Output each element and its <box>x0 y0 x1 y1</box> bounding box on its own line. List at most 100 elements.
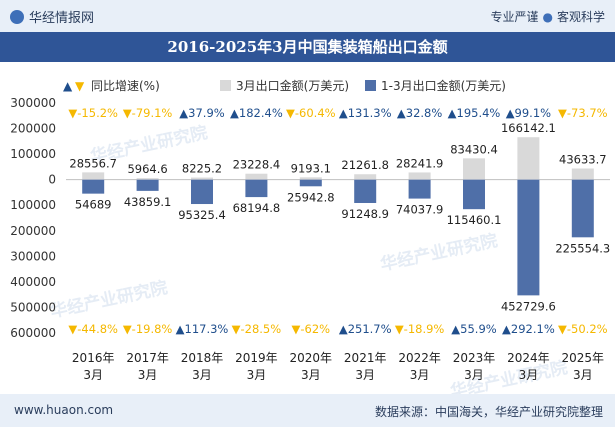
bar-cumulative <box>136 179 159 191</box>
yoy-label-cumulative: ▼-18.9% <box>395 322 445 336</box>
bar-monthly <box>354 174 377 180</box>
top-bar: 华经情报网 专业严谨 ● 客观科学 <box>0 0 615 32</box>
yoy-up-icon: ▲ <box>502 322 511 336</box>
bar-monthly <box>408 172 431 180</box>
bar-monthly <box>571 168 594 180</box>
x-tick-label-year: 2023年 <box>453 351 496 365</box>
x-tick-label-year: 2018年 <box>181 351 224 365</box>
x-tick-label-year: 2024年 <box>507 351 550 365</box>
legend-monthly-label: 3月出口金额(万美元) <box>236 78 349 93</box>
data-label-cumulative: 95325.4 <box>178 208 226 222</box>
yoy-label-monthly: ▼-73.7% <box>558 106 608 120</box>
bar-cumulative <box>82 179 105 194</box>
data-label-cumulative: 43859.1 <box>124 195 172 209</box>
legend-cumulative-label: 1-3月出口金额(万美元) <box>381 78 506 93</box>
y-tick-label: 300000 <box>10 96 56 110</box>
footer-url: www.huaon.com <box>14 403 114 417</box>
watermark-1: 华经产业研究院 <box>378 230 499 275</box>
yoy-value: -28.5% <box>240 322 281 336</box>
data-label-monthly: 28241.9 <box>396 156 444 170</box>
x-tick-label-year: 2022年 <box>398 351 441 365</box>
footer: www.huaon.com 数据来源：中国海关，华经产业研究院整理 <box>0 394 615 427</box>
y-tick-label: 400000 <box>10 275 56 289</box>
yoy-label-cumulative: ▼-19.8% <box>123 322 173 336</box>
yoy-down-icon: ▼ <box>68 106 77 120</box>
data-label-cumulative: 452729.6 <box>501 299 556 313</box>
yoy-label-cumulative: ▲292.1% <box>502 322 555 336</box>
yoy-up-icon: ▲ <box>397 106 406 120</box>
yoy-value: 131.3% <box>348 106 392 120</box>
x-tick-label-month: 3月 <box>138 368 158 382</box>
footer-source: 数据来源：中国海关，华经产业研究院整理 <box>374 405 603 419</box>
yoy-value: 251.7% <box>348 322 392 336</box>
bar-monthly <box>82 172 105 180</box>
data-label-monthly: 43633.7 <box>559 153 607 167</box>
yoy-up-icon: ▲ <box>339 322 348 336</box>
y-tick-label: 100000 <box>10 198 56 212</box>
yoy-label-monthly: ▼-15.2% <box>68 106 118 120</box>
data-label-cumulative: 225554.3 <box>555 241 610 255</box>
x-tick-label-month: 3月 <box>410 368 430 382</box>
bullet-icon: ● <box>542 10 553 24</box>
yoy-label-monthly: ▲131.3% <box>339 106 392 120</box>
yoy-down-icon: ▼ <box>558 106 567 120</box>
yoy-up-icon: ▲ <box>230 106 239 120</box>
yoy-value: 37.9% <box>188 106 225 120</box>
slogan-left: 专业严谨 <box>490 10 539 24</box>
yoy-value: 117.3% <box>185 322 229 336</box>
yoy-value: -15.2% <box>77 106 118 120</box>
data-label-monthly: 28556.7 <box>69 156 117 170</box>
yoy-value: -79.1% <box>132 106 173 120</box>
yoy-value: -60.4% <box>295 106 336 120</box>
data-label-cumulative: 91248.9 <box>341 207 389 221</box>
legend-yoy-label: 同比增速(%) <box>91 79 160 93</box>
yoy-up-icon: ▲ <box>451 322 460 336</box>
data-label-monthly: 9193.1 <box>291 161 331 175</box>
x-tick-label-year: 2021年 <box>344 351 387 365</box>
data-label-monthly: 8225.2 <box>182 162 222 176</box>
yoy-up-icon: ▲ <box>448 106 457 120</box>
data-label-cumulative: 54689 <box>75 198 112 212</box>
bar-cumulative <box>408 179 431 199</box>
data-label-monthly: 21261.8 <box>341 158 389 172</box>
legend-monthly-swatch <box>220 80 231 91</box>
yoy-label-cumulative: ▼-28.5% <box>232 322 282 336</box>
bar-monthly <box>299 177 322 180</box>
y-tick-label: 600000 <box>10 326 56 340</box>
yoy-down-icon: ▼ <box>286 106 295 120</box>
y-tick-label: 200000 <box>10 224 56 238</box>
yoy-up-icon: ▲ <box>339 106 348 120</box>
bar-monthly <box>191 177 213 180</box>
yoy-value: -18.9% <box>404 322 445 336</box>
bar-cumulative <box>517 179 540 296</box>
brand-name: 华经情报网 <box>29 11 95 26</box>
yoy-down-icon: ▼ <box>123 106 132 120</box>
y-tick-label: 100000 <box>10 147 56 161</box>
yoy-label-cumulative: ▼-44.8% <box>68 322 118 336</box>
yoy-down-icon: ▼ <box>558 322 567 336</box>
yoy-label-cumulative: ▼-62% <box>292 322 331 336</box>
bar-cumulative <box>299 179 322 187</box>
x-tick-label-year: 2025年 <box>562 351 605 365</box>
yoy-value: -50.2% <box>567 322 608 336</box>
x-tick-label-month: 3月 <box>464 368 484 382</box>
data-label-monthly: 5964.6 <box>127 162 167 176</box>
yoy-label-monthly: ▼-79.1% <box>123 106 173 120</box>
yoy-label-cumulative: ▲55.9% <box>451 322 496 336</box>
watermark-2: 华经产业研究院 <box>48 277 169 322</box>
yoy-value: 182.4% <box>239 106 283 120</box>
y-tick-label: 500000 <box>10 300 56 314</box>
yoy-down-icon: ▼ <box>232 322 241 336</box>
yoy-value: 55.9% <box>460 322 497 336</box>
yoy-value: 99.1% <box>515 106 552 120</box>
yoy-label-cumulative: ▼-50.2% <box>558 322 608 336</box>
brand-logo-icon <box>10 10 24 24</box>
x-tick-label-month: 3月 <box>573 368 593 382</box>
yoy-down-icon: ▼ <box>123 322 132 336</box>
bar-monthly <box>517 137 540 180</box>
yoy-up-icon: ▲ <box>179 106 188 120</box>
yoy-label-cumulative: ▲117.3% <box>176 322 229 336</box>
slogan-right: 客观科学 <box>556 10 605 24</box>
x-tick-label-month: 3月 <box>519 368 539 382</box>
